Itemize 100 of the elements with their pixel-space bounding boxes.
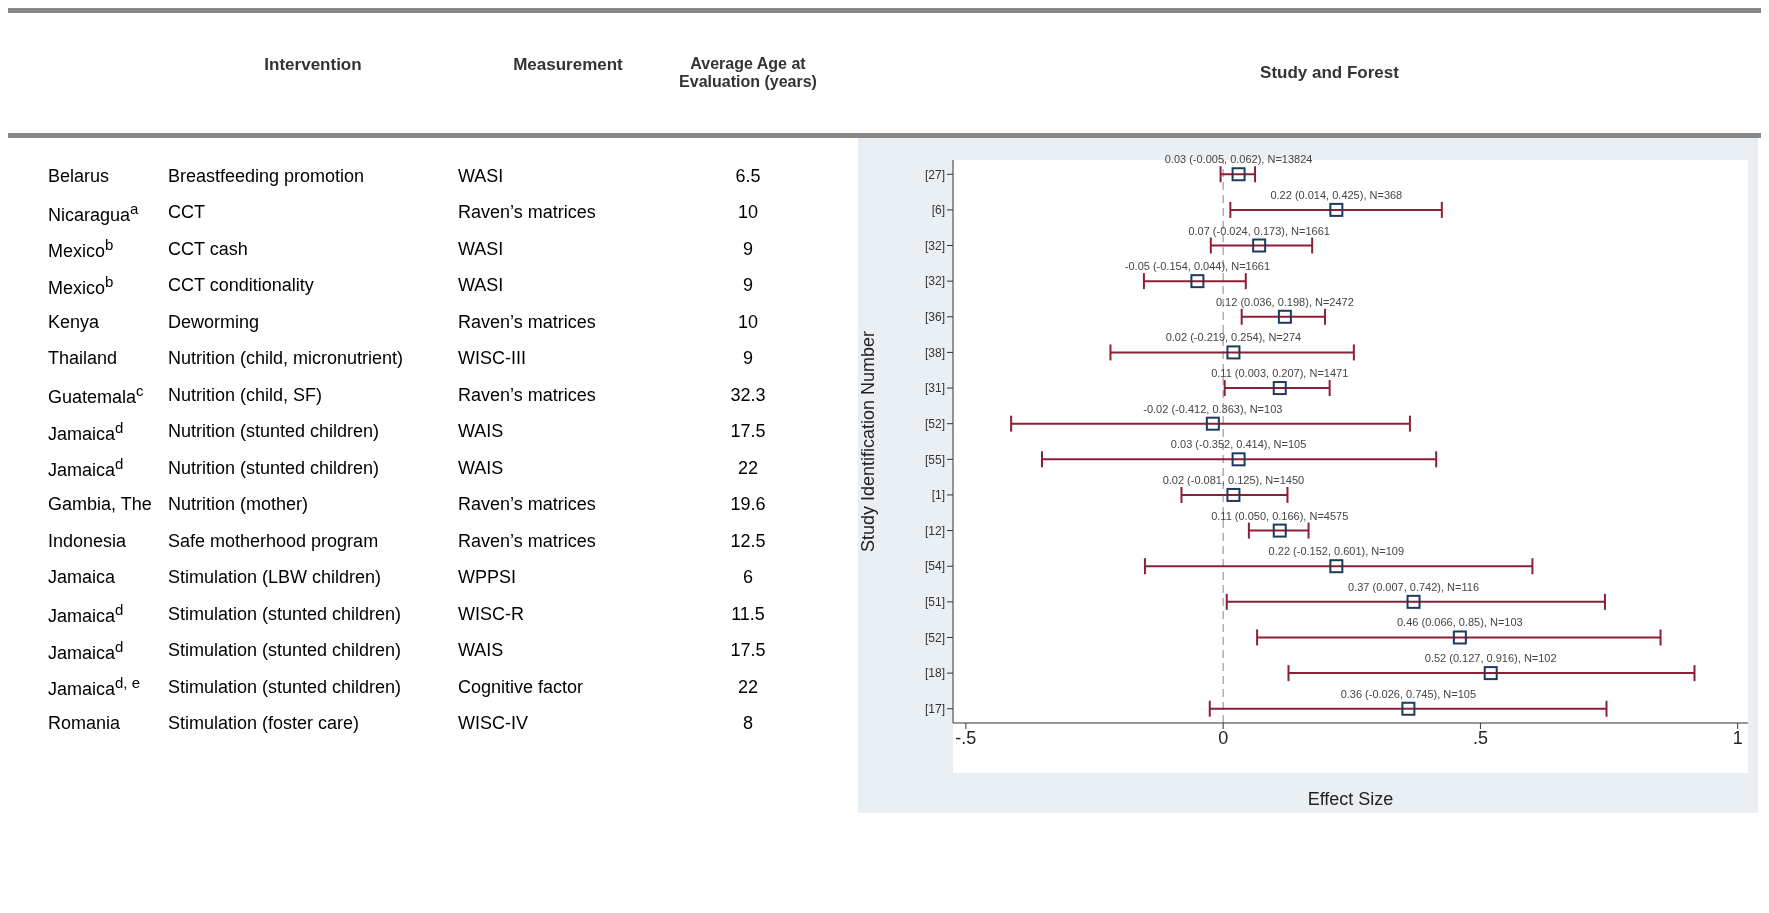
- text: Nutrition (child, micronutrient): [168, 348, 404, 369]
- text: Jamaica$^{d, e}$: [48, 674, 141, 700]
- point: [1329, 559, 1344, 574]
- point: [1277, 309, 1292, 324]
- text: 9: [742, 238, 753, 259]
- text: 8: [742, 713, 753, 734]
- text: Mexico$^{b}$: [48, 272, 114, 298]
- point: [1231, 167, 1246, 182]
- text: CCT: [168, 202, 205, 223]
- text: Stimulation (stunted children): [168, 676, 402, 697]
- text: Nicaragua$^{a}$: [48, 199, 139, 225]
- text: CCT cash: [168, 238, 248, 259]
- data-label: -0.02 (-0.412, 0.363), N=103: [1143, 402, 1283, 415]
- text: Belarus: [48, 165, 110, 186]
- y-axis-title: Study Identification Number: [858, 330, 879, 553]
- x-tick-label: -.5: [955, 727, 977, 748]
- text: 10: [737, 311, 759, 332]
- text: Jamaica$^{d}$: [48, 601, 124, 627]
- y-tick-label: [55]: [924, 452, 945, 467]
- y-tick-label: [12]: [924, 523, 945, 538]
- text: 17.5: [730, 421, 766, 442]
- text: 19.6: [730, 494, 766, 515]
- text: Breastfeeding promotion: [168, 165, 365, 186]
- text: Raven’s matrices: [458, 530, 596, 551]
- point: [1272, 381, 1287, 396]
- point: [1231, 452, 1246, 467]
- y-tick-label: [27]: [924, 167, 945, 182]
- x-axis-title: Effect Size: [1307, 789, 1394, 809]
- text: 9: [742, 348, 753, 369]
- point: [1329, 202, 1344, 217]
- data-label: 0.37 (0.007, 0.742), N=116: [1348, 580, 1480, 593]
- data-label: 0.07 (-0.024, 0.173), N=1661: [1188, 224, 1330, 237]
- text: Jamaica$^{d}$: [48, 455, 124, 481]
- y-tick-label: [31]: [924, 381, 945, 396]
- text: 17.5: [730, 640, 766, 661]
- text: Stimulation (LBW children): [168, 567, 382, 588]
- data-label: 0.12 (0.036, 0.198), N=2472: [1215, 295, 1354, 308]
- text: 9: [742, 275, 753, 296]
- text: Guatemala$^{c}$: [48, 382, 144, 408]
- text: Nutrition (child, SF): [168, 384, 323, 405]
- text: 6: [742, 567, 753, 588]
- data-label: 0.03 (-0.352, 0.414), N=105: [1170, 438, 1307, 451]
- x-tick-label: 1: [1732, 727, 1743, 748]
- text: Mexico$^{b}$: [48, 236, 114, 262]
- text: Jamaica$^{d}$: [48, 637, 124, 663]
- text: WAIS: [458, 457, 504, 478]
- data-label: 0.22 (0.014, 0.425), N=368: [1270, 188, 1403, 201]
- data-label: 0.46 (0.066, 0.85), N=103: [1397, 616, 1523, 629]
- point: [1406, 594, 1421, 609]
- text: Safe motherhood program: [168, 530, 379, 551]
- y-tick-label: [36]: [924, 310, 945, 325]
- y-tick-label: [18]: [924, 666, 945, 681]
- data-label: -0.05 (-0.154, 0.044), N=1661: [1124, 260, 1271, 273]
- text: 10: [737, 202, 759, 223]
- y-tick-label: [51]: [924, 595, 945, 610]
- text: Deworming: [168, 311, 260, 332]
- text: 22: [737, 676, 759, 697]
- point: [1483, 666, 1498, 681]
- point: [1452, 630, 1467, 645]
- y-tick-label: [17]: [924, 702, 945, 717]
- category-label: Measurement: [512, 55, 624, 76]
- text: Kenya: [48, 311, 100, 332]
- text: WASI: [458, 275, 504, 296]
- text: 12.5: [730, 530, 766, 551]
- text: 32.3: [730, 384, 766, 405]
- y-tick-label: [1]: [931, 488, 945, 503]
- x-tick-label: 0: [1218, 727, 1229, 748]
- y-tick-label: [54]: [924, 559, 945, 574]
- data-label: 0.02 (-0.081, 0.125), N=1450: [1162, 473, 1305, 486]
- text: WASI: [458, 238, 504, 259]
- text: WISC-IV: [458, 713, 528, 734]
- y-tick-label: [6]: [931, 203, 945, 218]
- text: WAIS: [458, 421, 504, 442]
- x-tick-label: .5: [1472, 727, 1488, 748]
- data-label: 0.36 (-0.026, 0.745), N=105: [1340, 687, 1477, 700]
- text: CCT conditionality: [168, 275, 314, 296]
- point: [1272, 523, 1287, 538]
- data-label: 0.52 (0.127, 0.916), N=102: [1424, 652, 1557, 665]
- point: [1226, 345, 1241, 360]
- text: WISC-III: [458, 348, 526, 369]
- data-label: 0.22 (-0.152, 0.601), N=109: [1268, 545, 1405, 558]
- text: Raven’s matrices: [458, 494, 596, 515]
- text: Nutrition (mother): [168, 494, 309, 515]
- y-tick-label: [32]: [924, 238, 945, 253]
- text: Indonesia: [48, 530, 127, 551]
- text: WISC-R: [458, 603, 524, 624]
- point: [1190, 274, 1205, 289]
- text: Jamaica$^{d}$: [48, 418, 124, 444]
- text: WASI: [458, 165, 504, 186]
- y-tick-label: [52]: [924, 416, 945, 431]
- point: [1401, 701, 1416, 716]
- y-tick-label: [52]: [924, 630, 945, 645]
- data-label: 0.11 (0.050, 0.166), N=4575: [1211, 509, 1349, 522]
- data-label: 0.11 (0.003, 0.207), N=1471: [1211, 367, 1349, 380]
- point: [1252, 238, 1267, 253]
- data-label: 0.03 (-0.005, 0.062), N=13824: [1164, 153, 1313, 166]
- category-label: Intervention: [263, 55, 363, 76]
- text: Raven’s matrices: [458, 311, 596, 332]
- text: WPPSI: [458, 567, 517, 588]
- text: WAIS: [458, 640, 504, 661]
